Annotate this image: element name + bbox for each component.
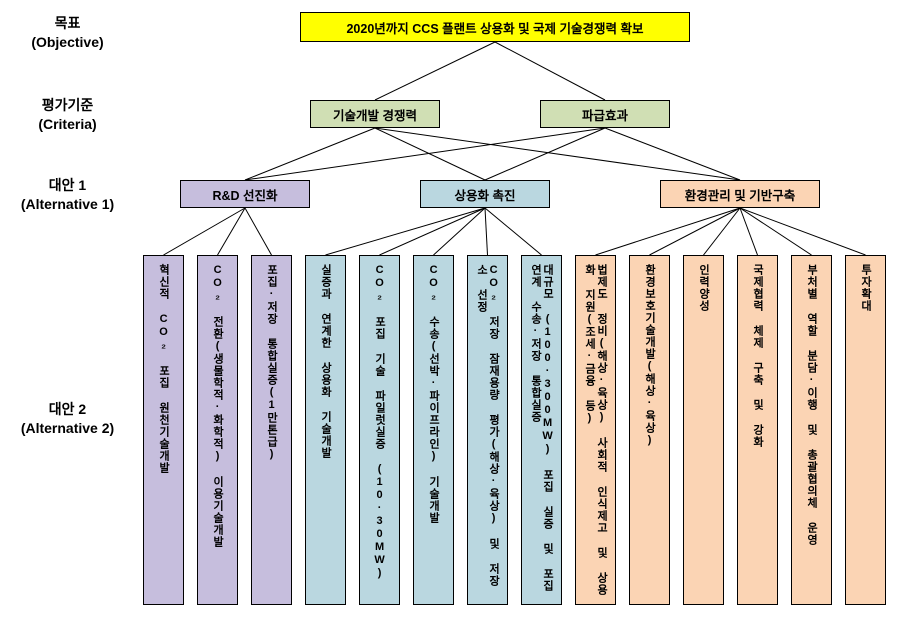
alt2-leaf-7: 대규모 (100·300MW) 포집 실증 및 포집 연계 수송·저장 통합실증	[521, 255, 562, 605]
alt2-leaf-4: CO₂ 포집 기술 파일럿실증 (10·30MW)	[359, 255, 400, 605]
alt2-leaf-12: 부처별 역할 분담·이행 및 총괄협의체 운영	[791, 255, 832, 605]
alt2-leaf-13: 투자확대	[845, 255, 886, 605]
alt2-leaf-0: 혁신적 CO₂ 포집 원천기술개발	[143, 255, 184, 605]
alt1-node-2: 환경관리 및 기반구축	[660, 180, 820, 208]
label-alt2: 대안 2(Alternative 2)	[0, 400, 135, 438]
alt2-leaf-2: 포집·저장 통합실증(1만톤급)	[251, 255, 292, 605]
criteria-node-1: 파급효과	[540, 100, 670, 128]
alt2-leaf-11: 국제협력 체제 구축 및 강화	[737, 255, 778, 605]
label-objective: 목표(Objective)	[0, 14, 135, 52]
alt1-node-1: 상용화 촉진	[420, 180, 550, 208]
alt2-leaf-6: CO₂ 저장 잠재용량 평가(해상·육상) 및 저장소 선정	[467, 255, 508, 605]
alt2-leaf-1: CO₂ 전환(생물학적·화학적) 이용기술개발	[197, 255, 238, 605]
row-labels-column: 목표(Objective) 평가기준(Criteria) 대안 1(Altern…	[0, 0, 135, 620]
objective-node: 2020년까지 CCS 플랜트 상용화 및 국제 기술경쟁력 확보	[300, 12, 690, 42]
label-alt1: 대안 1(Alternative 1)	[0, 176, 135, 214]
alt1-node-0: R&D 선진화	[180, 180, 310, 208]
alt2-leaf-10: 인력양성	[683, 255, 724, 605]
alt2-leaf-9: 환경보호기술개발(해상·육상)	[629, 255, 670, 605]
alt2-leaf-8: 법제도 정비(해상·육상) 사회적 인식제고 및 상용화 지원(조세·금융 등)	[575, 255, 616, 605]
alt2-leaf-5: CO₂ 수송(선박·파이프라인) 기술개발	[413, 255, 454, 605]
alt2-leaf-3: 실증과 연계한 상용화 기술개발	[305, 255, 346, 605]
label-criteria: 평가기준(Criteria)	[0, 96, 135, 134]
criteria-node-0: 기술개발 경쟁력	[310, 100, 440, 128]
